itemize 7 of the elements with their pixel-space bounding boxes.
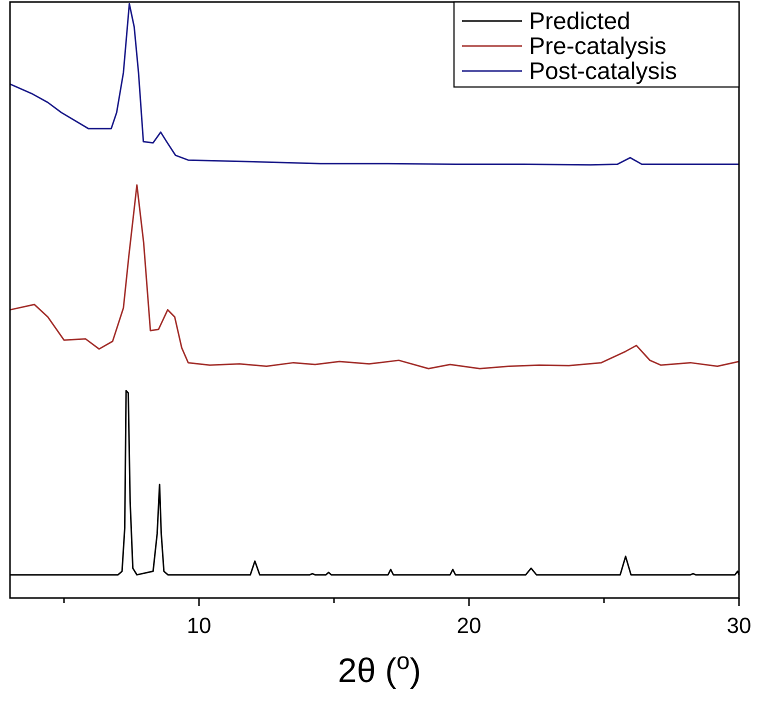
legend-label: Post-catalysis [529, 58, 678, 85]
x-axis-title: 2θ ($^{o}$) [338, 648, 422, 690]
legend-label: Pre-catalysis [529, 33, 666, 60]
x-tick-label: 30 [726, 613, 752, 638]
x-tick-label: 10 [186, 613, 212, 638]
x-tick-label: 20 [456, 613, 482, 638]
legend-label: Predicted [529, 8, 630, 35]
